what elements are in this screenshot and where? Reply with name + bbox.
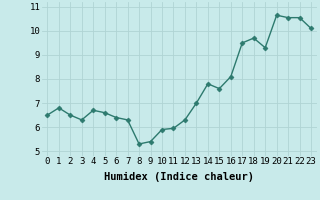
X-axis label: Humidex (Indice chaleur): Humidex (Indice chaleur) [104, 172, 254, 182]
